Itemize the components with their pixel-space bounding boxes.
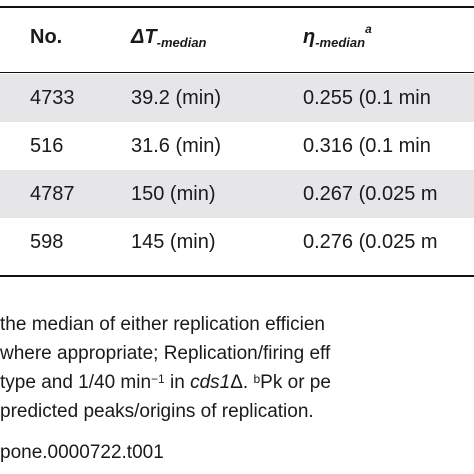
table-row: 516 31.6 (min) 0.316 (0.1 min (0, 122, 474, 170)
cell-delta-t: 31.6 (min) (131, 135, 222, 157)
table-doi: pone.0000722.t001 (0, 442, 164, 463)
cell-no: 598 (30, 231, 64, 253)
footnote-line: predicted peaks/origins of replication. (0, 401, 314, 422)
cell-no: 516 (30, 135, 64, 157)
header-delta-t-subscript: -median (156, 35, 207, 50)
header-delta-t-median: ΔT-median (131, 8, 207, 67)
footnote-marker-b: b (253, 372, 261, 386)
header-eta-superscript: a (365, 22, 372, 36)
footnote-gene-name: cds1 (190, 372, 231, 393)
header-delta-t-symbol: ΔT (131, 26, 157, 48)
footnote-line: type and 1/40 min−1 in cds1Δ. bPk or pe (0, 370, 474, 395)
cell-no: 4733 (30, 87, 75, 109)
header-eta-subscript: -median (315, 35, 366, 50)
footnote-text: in (164, 372, 191, 393)
footnote-line: the median of either replication efficie… (0, 314, 325, 335)
cell-delta-t: 39.2 (min) (131, 87, 222, 109)
footnote-superscript: −1 (151, 372, 165, 386)
footnote-line: where appropriate; Replication/firing ef… (0, 343, 331, 364)
table-row: 4787 150 (min) 0.267 (0.025 m (0, 170, 474, 218)
cell-eta: 0.267 (0.025 m (303, 183, 438, 205)
table-row: 4733 39.2 (min) 0.255 (0.1 min (0, 74, 474, 122)
cell-eta: 0.255 (0.1 min (303, 87, 431, 109)
table-bottom-rule (0, 275, 474, 277)
cell-delta-t: 150 (min) (131, 183, 216, 205)
footnote-text: Pk or pe (260, 372, 331, 393)
cell-no: 4787 (30, 183, 75, 205)
table-top-rule (0, 6, 474, 8)
cell-delta-t: 145 (min) (131, 231, 216, 253)
cell-eta: 0.276 (0.025 m (303, 231, 438, 253)
cell-eta: 0.316 (0.1 min (303, 135, 431, 157)
header-eta-median: η-mediana (303, 8, 372, 67)
footnote-text: type and 1/40 min (0, 372, 152, 393)
header-eta-symbol: η (303, 26, 316, 48)
header-no: No. (30, 26, 63, 48)
table-header-row: No. ΔT-median η-mediana (0, 8, 474, 67)
footnote-text: Δ. (230, 372, 254, 393)
table-header-rule (0, 72, 474, 73)
table-row: 598 145 (min) 0.276 (0.025 m (0, 218, 474, 266)
